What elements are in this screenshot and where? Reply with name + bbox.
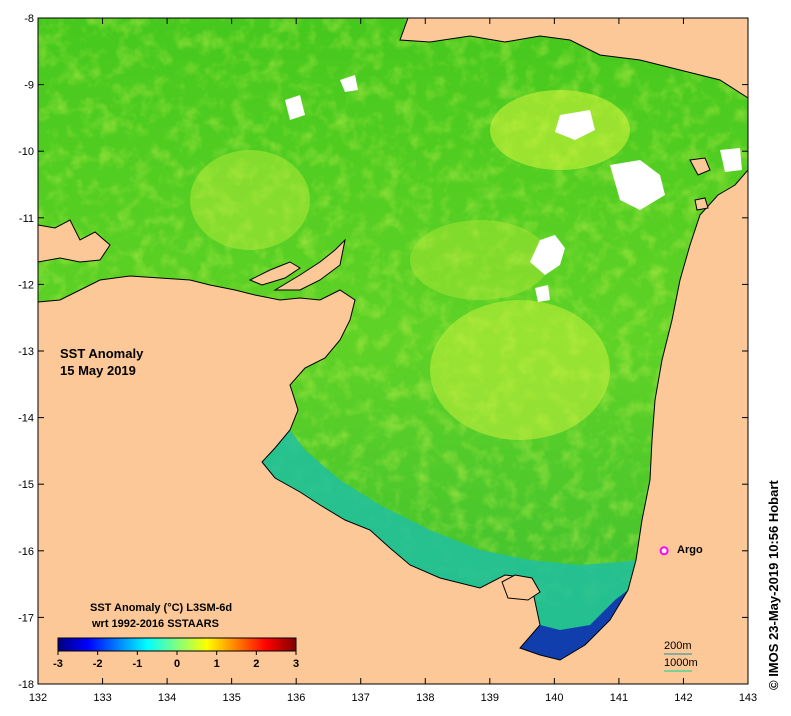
y-tick-label: -11 [19, 213, 34, 225]
colorbar-subtitle: wrt 1992-2016 SSTAARS [91, 618, 219, 630]
map-layers [38, 18, 748, 684]
cloud-gaps [285, 75, 742, 302]
credit-text: © IMOS 23-May-2019 10:56 Hobart [766, 480, 781, 690]
x-tick-label: 142 [674, 692, 692, 704]
colorbar-tick-label: -3 [53, 658, 63, 670]
y-tick-label: -18 [18, 679, 34, 691]
mornington-island [501, 574, 541, 601]
isobath-200m-label: 200m [664, 640, 692, 652]
y-tick-label: -9 [24, 80, 34, 92]
y-tick-label: -13 [18, 346, 34, 358]
queensland-coast [38, 169, 748, 684]
cold-coastal-band-east [520, 590, 628, 660]
colorbar [57, 637, 297, 652]
x-tick-label: 143 [739, 692, 757, 704]
y-axis: -8-9-10-11-12-13-14-15-16-17-18 [18, 13, 748, 691]
x-tick-label: 133 [93, 692, 111, 704]
arnhem-land-tip [38, 219, 111, 263]
x-tick-label: 135 [222, 692, 240, 704]
map-title: SST Anomaly [60, 346, 144, 361]
y-tick-label: -17 [18, 612, 34, 624]
y-tick-label: -16 [18, 546, 34, 558]
colorbar-tick-label: 1 [214, 658, 220, 670]
x-tick-label: 138 [416, 692, 434, 704]
x-tick-label: 137 [352, 692, 370, 704]
warm-patch [430, 300, 610, 440]
land-masses [38, 18, 748, 684]
warm-patch [410, 220, 550, 300]
argo-float-marker[interactable] [659, 546, 669, 556]
x-tick-label: 134 [158, 692, 176, 704]
y-tick-label: -15 [18, 479, 34, 491]
isobath-1000m-label: 1000m [664, 657, 698, 669]
warm-patch [190, 150, 310, 250]
colorbar-title: SST Anomaly (°C) L3SM-6d [90, 602, 232, 614]
x-tick-label: 141 [610, 692, 628, 704]
cape-york-peninsula [399, 18, 748, 99]
colorbar-tick-label: -2 [93, 658, 103, 670]
argo-label: Argo [677, 544, 703, 556]
colorbar-tick-label: 3 [293, 658, 299, 670]
x-tick-label: 139 [481, 692, 499, 704]
x-tick-label: 136 [287, 692, 305, 704]
torres-strait-islands [689, 157, 711, 176]
y-tick-label: -14 [18, 413, 34, 425]
y-tick-label: -12 [18, 279, 34, 291]
map-date: 15 May 2019 [60, 363, 136, 378]
x-tick-label: 132 [29, 692, 47, 704]
colorbar-ticks: -3 -2 -1 0 1 2 3 [53, 651, 299, 670]
colorbar-tick-label: 2 [253, 658, 259, 670]
melville-headland [273, 238, 346, 291]
torres-strait-islet [694, 197, 709, 211]
x-tick-label: 140 [545, 692, 563, 704]
colorbar-tick-label: 0 [174, 658, 180, 670]
cool-coastal-band [262, 430, 636, 660]
y-tick-label: -10 [18, 146, 34, 158]
x-axis: 132 133 134 135 136 137 138 139 140 141 142 143 [29, 18, 757, 704]
colorbar-tick-label: -1 [132, 658, 142, 670]
y-tick-label: -8 [24, 13, 34, 25]
wessel-islands [248, 261, 301, 286]
